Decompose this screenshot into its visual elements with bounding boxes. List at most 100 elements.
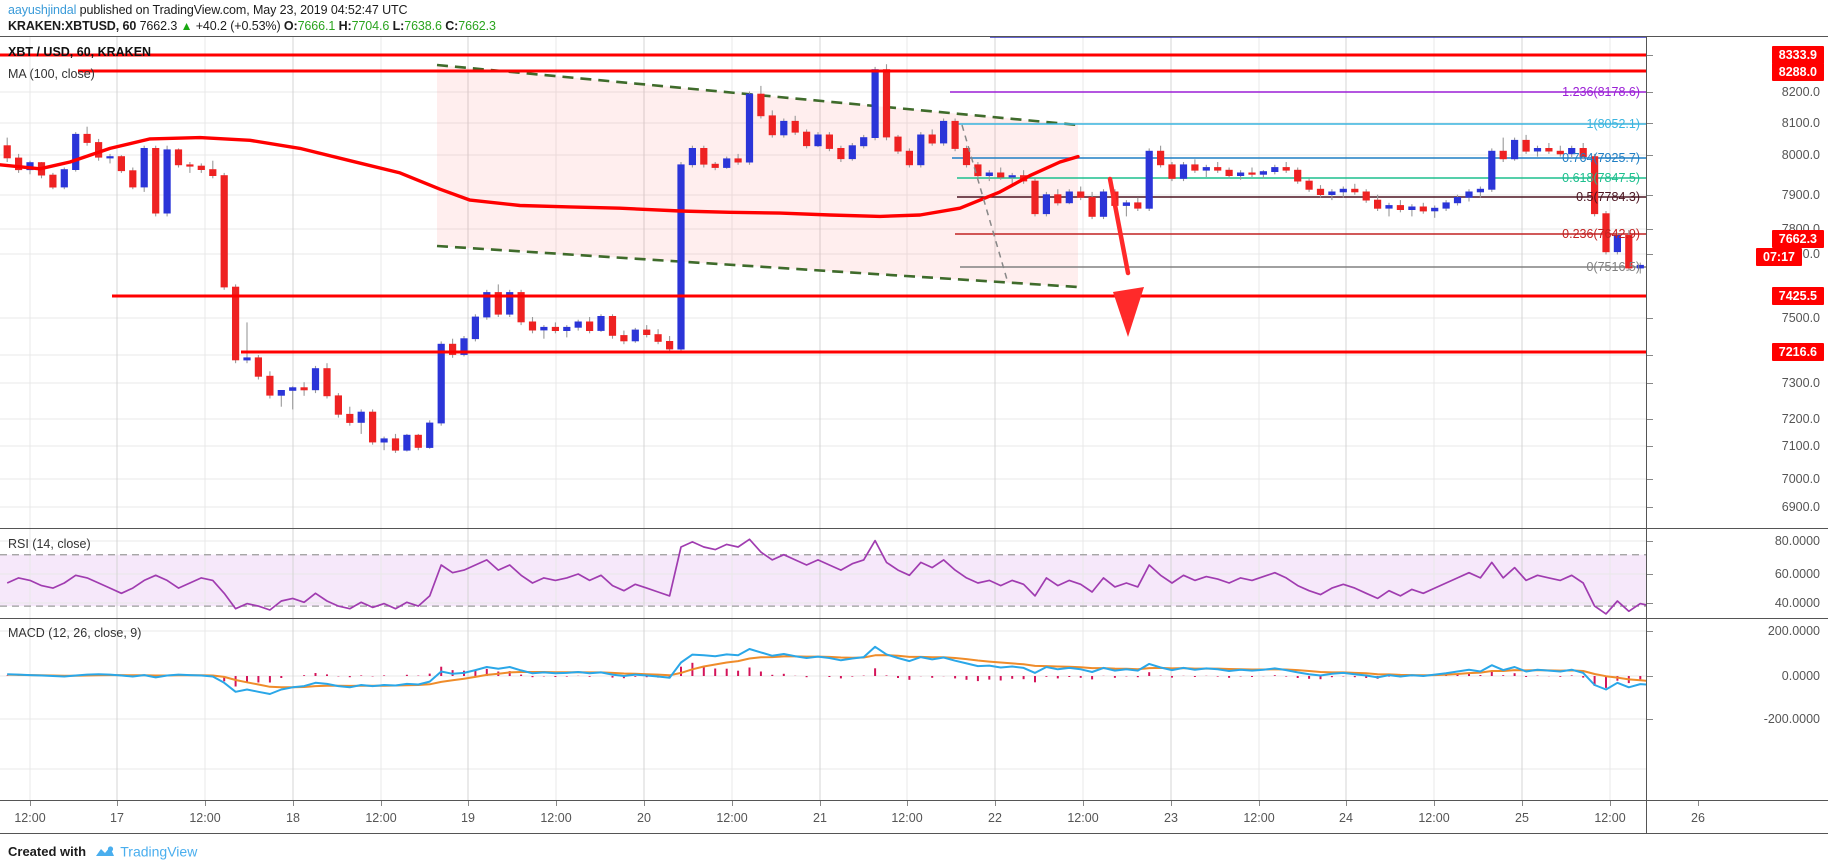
time-axis-label: 12:00 [1418, 811, 1450, 825]
price-axis-tick [1647, 419, 1653, 420]
price-badge: 8288.0 [1771, 63, 1824, 81]
publish-info: aayushjindal published on TradingView.co… [8, 3, 408, 17]
time-axis[interactable]: 12:00 17 12:00 18 12:00 19 12:00 20 12:00 21 12:00… [0, 800, 1828, 834]
price-axis-label: 7000.0 [1781, 472, 1820, 486]
up-triangle-icon: ▲ [180, 19, 193, 33]
rsi-axis-tick [1647, 574, 1653, 575]
rsi-axis[interactable]: 80.0000 60.0000 40.0000 [1646, 529, 1828, 618]
price-axis-tick [1647, 229, 1653, 230]
macd-axis-tick [1647, 676, 1653, 677]
time-axis-label: 24 [1339, 811, 1353, 825]
time-axis-tick [1434, 801, 1435, 806]
time-axis-tick [1171, 801, 1172, 806]
time-axis-label: 17 [110, 811, 124, 825]
symbol-quote-line: KRAKEN:XBTUSD, 60 7662.3 ▲ +40.2 (+0.53%… [8, 19, 496, 33]
time-axis-label: 26 [1691, 811, 1705, 825]
close-label: C: [445, 19, 459, 33]
price-axis-label: 7500.0 [1781, 311, 1820, 325]
high-label: H: [338, 19, 352, 33]
time-axis-tick [1610, 801, 1611, 806]
fib-level-label: 1.236(8178.6) [1562, 85, 1640, 99]
time-axis-label: 12:00 [540, 811, 572, 825]
last-price: 7662.3 [139, 19, 178, 33]
time-axis-tick [1083, 801, 1084, 806]
price-axis-label: 6900.0 [1781, 500, 1820, 514]
rsi-axis-tick [1647, 541, 1653, 542]
price-badge: 7216.6 [1771, 343, 1824, 361]
footer-attribution: Created with TradingView [8, 843, 197, 860]
price-axis-label: 8000.0 [1781, 148, 1820, 162]
time-axis-tick [907, 801, 908, 806]
time-axis-label: 12:00 [189, 811, 221, 825]
tradingview-brand[interactable]: TradingView [120, 843, 198, 860]
time-axis-tick [995, 801, 996, 806]
time-axis-label: 12:00 [891, 811, 923, 825]
price-axis-tick [1647, 383, 1653, 384]
price-axis-tick [1647, 195, 1653, 196]
time-axis-label: 20 [637, 811, 651, 825]
time-axis-tick [820, 801, 821, 806]
price-axis-label: 7300.0 [1781, 376, 1820, 390]
price-axis[interactable]: 8300.08200.08100.08000.07900.07800.07700… [1646, 37, 1828, 606]
time-axis-tick [117, 801, 118, 806]
price-pane[interactable]: 1.236(8178.6) 1(8052.1) 0.764(7925.7) 0.618… [0, 36, 1828, 606]
rsi-plot-area[interactable] [0, 529, 1646, 618]
bearish-arrow-annotation [1107, 176, 1144, 337]
fib-level-label: 0(7516.5) [1586, 260, 1640, 274]
time-axis-label: 22 [988, 811, 1002, 825]
price-svg [0, 37, 1646, 528]
time-axis-tick [1698, 801, 1699, 806]
rsi-pane[interactable]: 80.0000 60.0000 40.0000 RSI (14, close) [0, 528, 1828, 618]
price-axis-tick [1647, 155, 1653, 156]
macd-axis[interactable]: 200.0000 0.0000 -200.0000 [1646, 619, 1828, 800]
symbol-label[interactable]: KRAKEN:XBTUSD, 60 [8, 19, 137, 33]
price-axis-tick [1647, 355, 1653, 356]
price-badge: 8333.9 [1771, 46, 1824, 64]
time-axis-tick [205, 801, 206, 806]
time-axis-tick [30, 801, 31, 806]
macd-plot-area[interactable] [0, 619, 1646, 800]
author-name[interactable]: aayushjindal [8, 3, 77, 17]
time-axis-tick [293, 801, 294, 806]
macd-axis-tick [1647, 719, 1653, 720]
price-axis-tick [1647, 479, 1653, 480]
open-value: 7666.1 [297, 19, 336, 33]
time-axis-label: 19 [461, 811, 475, 825]
open-label: O: [283, 19, 298, 33]
rsi-axis-label: 80.0000 [1774, 534, 1820, 548]
rsi-axis-label: 60.0000 [1774, 567, 1820, 581]
fib-level-label: 0.618(7847.5) [1562, 171, 1640, 185]
time-axis-label: 12:00 [365, 811, 397, 825]
close-value: 7662.3 [458, 19, 496, 33]
price-axis-tick [1647, 507, 1653, 508]
time-axis-tick [556, 801, 557, 806]
time-axis-tick [644, 801, 645, 806]
price-axis-label: 7900.0 [1781, 188, 1820, 202]
tradingview-logo-icon [95, 845, 114, 856]
high-value: 7704.6 [351, 19, 390, 33]
price-axis-tick [1647, 254, 1653, 255]
time-axis-label: 18 [286, 811, 300, 825]
low-value: 7638.6 [404, 19, 442, 33]
price-axis-tick [1647, 446, 1653, 447]
time-axis-tick [468, 801, 469, 806]
macd-axis-label: 200.0000 [1767, 624, 1820, 638]
rsi-axis-tick [1647, 603, 1653, 604]
price-axis-tick [1647, 92, 1653, 93]
price-badge: 7425.5 [1771, 287, 1824, 305]
price-axis-tick [1647, 55, 1653, 56]
time-axis-label: 25 [1515, 811, 1529, 825]
fib-level-label: 0.5(7784.3) [1576, 190, 1640, 204]
macd-pane[interactable]: 200.0000 0.0000 -200.0000 MACD (12, 26, cl… [0, 618, 1828, 800]
time-axis-tick [1522, 801, 1523, 806]
time-axis-label: 12:00 [14, 811, 46, 825]
price-badge: 7662.3 [1771, 230, 1824, 248]
rsi-svg [0, 529, 1646, 618]
fib-level-label: 1(8052.1) [1586, 117, 1640, 131]
time-axis-tick [1346, 801, 1347, 806]
macd-legend: MACD (12, 26, close, 9) [8, 626, 142, 640]
time-axis-label: 12:00 [716, 811, 748, 825]
price-plot-area[interactable]: 1.236(8178.6) 1(8052.1) 0.764(7925.7) 0.618… [0, 37, 1646, 528]
price-axis-tick [1647, 318, 1653, 319]
